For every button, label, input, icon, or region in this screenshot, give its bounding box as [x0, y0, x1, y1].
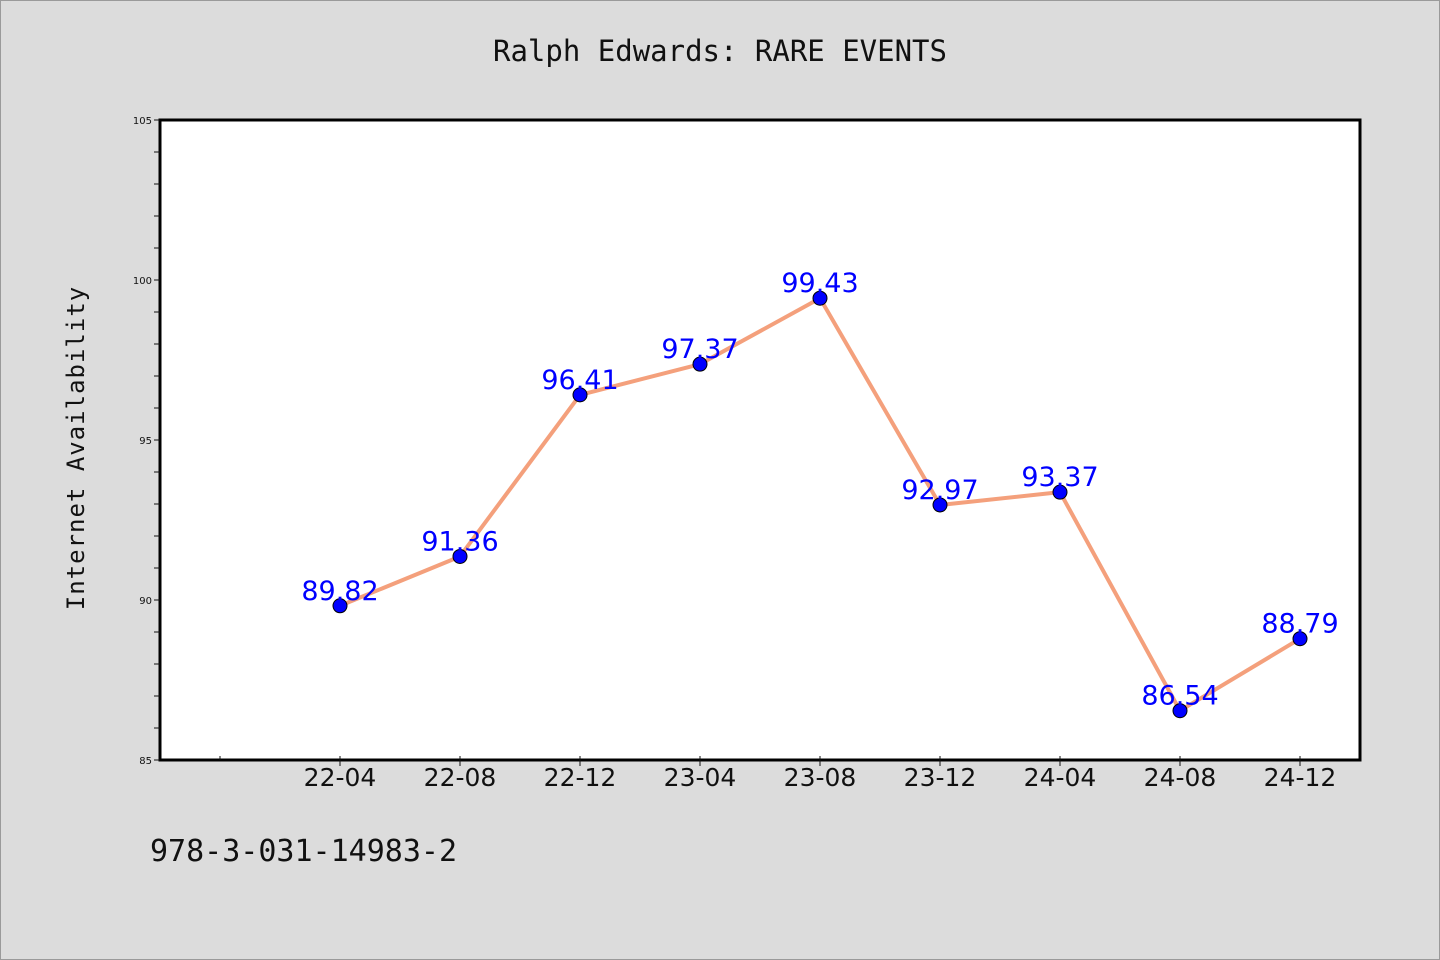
- x-tick-label: 24-12: [1264, 763, 1337, 792]
- x-tick-label: 23-04: [664, 763, 737, 792]
- data-point: [572, 387, 588, 403]
- data-label: 91.36: [421, 526, 498, 557]
- data-label: 92.97: [901, 475, 978, 506]
- data-point: [452, 548, 468, 564]
- data-label: 86.54: [1141, 681, 1218, 712]
- y-tick-label: 85: [139, 756, 152, 767]
- data-point: [692, 356, 708, 372]
- isbn-text: 978-3-031-14983-2: [150, 834, 458, 869]
- x-tick-label: 24-04: [1024, 763, 1097, 792]
- x-tick-label: 23-08: [784, 763, 857, 792]
- y-tick-label: 105: [133, 116, 152, 127]
- data-label: 88.79: [1261, 609, 1338, 640]
- data-point: [332, 598, 348, 614]
- data-point: [1292, 631, 1308, 647]
- x-tick-label: 24-08: [1144, 763, 1217, 792]
- data-point: [1052, 484, 1068, 500]
- x-tick-label: 22-12: [544, 763, 617, 792]
- x-tick-label: 22-04: [304, 763, 377, 792]
- data-label: 96.41: [541, 365, 618, 396]
- data-label: 93.37: [1021, 462, 1098, 493]
- y-tick-label: 95: [139, 436, 152, 447]
- chart-title: Ralph Edwards: RARE EVENTS: [493, 34, 947, 68]
- y-tick-label: 90: [139, 596, 152, 607]
- data-point: [932, 497, 948, 513]
- x-tick-label: 22-08: [424, 763, 497, 792]
- data-point: [812, 290, 828, 306]
- data-label: 99.43: [781, 268, 858, 299]
- y-tick-label: 100: [133, 276, 152, 287]
- plot-area: [158, 118, 1362, 762]
- data-point: [1172, 703, 1188, 719]
- data-label: 97.37: [661, 334, 738, 365]
- data-label: 89.82: [301, 576, 378, 607]
- x-tick-label: 23-12: [904, 763, 977, 792]
